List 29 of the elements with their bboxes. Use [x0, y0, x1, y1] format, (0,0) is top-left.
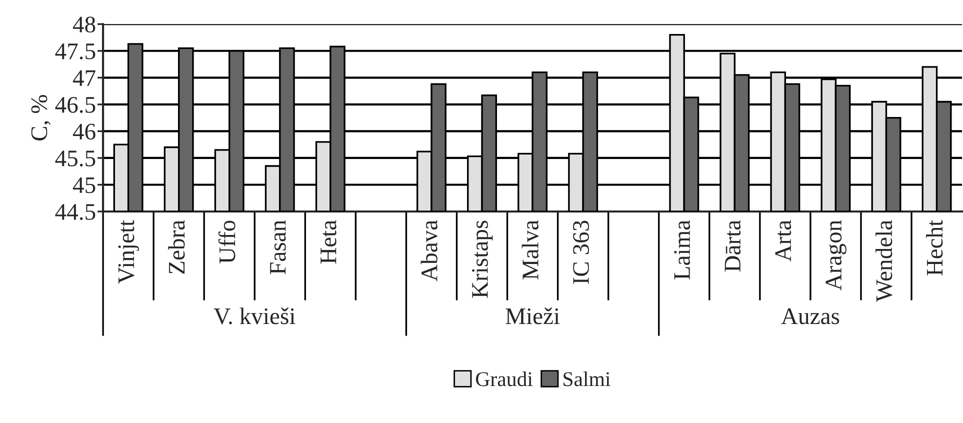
y-axis-title: C, % — [31, 95, 51, 140]
x-tick-label: Arta — [775, 220, 792, 262]
x-tick-label: Wendela — [876, 220, 892, 302]
x-tick-label: Malva — [522, 220, 538, 280]
y-tick-label: 44.5 — [55, 204, 96, 220]
y-tick-label: 45.5 — [55, 150, 96, 166]
legend-label: Salmi — [564, 372, 610, 386]
text: V. kvieši — [214, 308, 296, 324]
y-tick-label: 46 — [72, 124, 96, 140]
x-tick-label: Vinjett — [118, 220, 140, 284]
y-tick-label: 48 — [72, 16, 96, 33]
x-tick-label: Heta — [320, 220, 336, 264]
x-tick-label: Uffo — [218, 220, 236, 264]
y-tick-label: 46.5 — [55, 96, 96, 113]
y-tick-label: 47 — [72, 70, 96, 86]
x-tick-label: Abava — [420, 220, 438, 282]
text: Mieži — [506, 308, 560, 324]
y-tick-label: 45 — [72, 177, 96, 194]
y-tick-label: 47.5 — [55, 44, 96, 60]
x-tick-label: Zebra — [168, 220, 185, 274]
x-tick-label: Aragon — [826, 220, 846, 290]
legend-label: Graudi — [476, 372, 533, 386]
x-tick-label: Fasan — [270, 220, 286, 274]
x-tick-label: Laima — [674, 220, 690, 280]
x-tick-label: Hecht — [926, 220, 943, 276]
x-tick-label: IC 363 — [573, 220, 589, 284]
text: Auzas — [781, 308, 840, 324]
x-tick-label: Dārta — [724, 220, 741, 272]
x-tick-label: Kristaps — [472, 220, 493, 298]
